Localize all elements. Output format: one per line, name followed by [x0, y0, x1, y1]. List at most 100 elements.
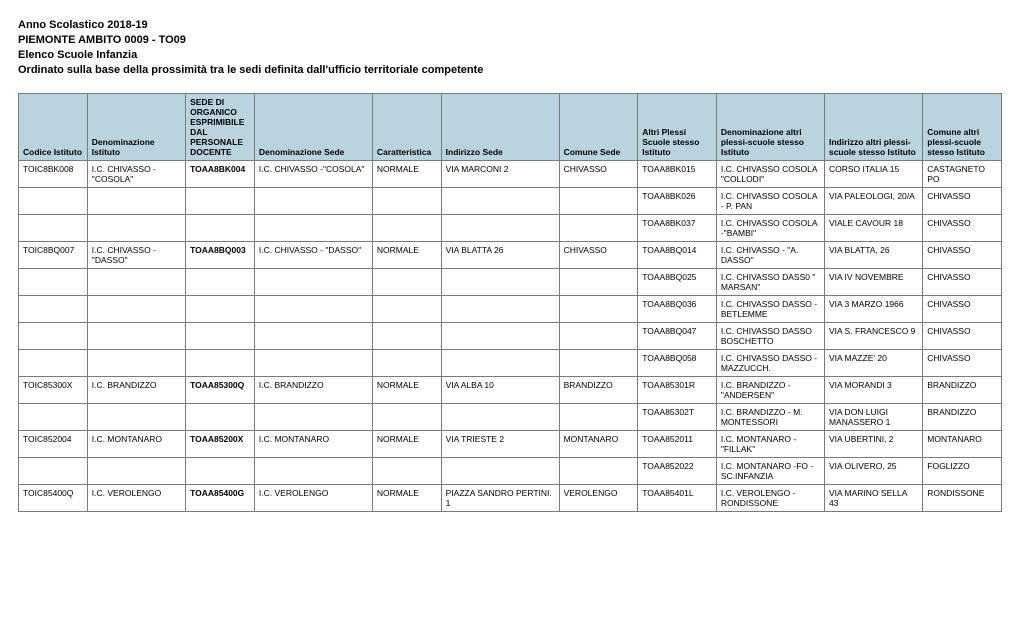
- table-cell: [372, 404, 441, 431]
- table-cell: BRANDIZZO: [559, 377, 638, 404]
- table-cell: [19, 188, 88, 215]
- table-cell: [441, 404, 559, 431]
- table-cell: [254, 188, 372, 215]
- table-cell: TOAA85301R: [638, 377, 717, 404]
- table-cell: TOIC8BQ007: [19, 242, 88, 269]
- table-cell: I.C. CHIVASSO DASSO BOSCHETTO: [716, 323, 824, 350]
- table-cell: CHIVASSO: [559, 161, 638, 188]
- table-cell: I.C. VEROLENGO: [87, 485, 185, 512]
- table-cell: [441, 350, 559, 377]
- header-line-3: Elenco Scuole Infanzia: [18, 48, 1002, 63]
- table-cell: VIA ALBA 10: [441, 377, 559, 404]
- table-cell: NORMALE: [372, 161, 441, 188]
- table-cell: NORMALE: [372, 485, 441, 512]
- table-cell: [559, 323, 638, 350]
- table-cell: [441, 458, 559, 485]
- table-cell: TOAA852022: [638, 458, 717, 485]
- column-header: Denominazione Istituto: [87, 94, 185, 161]
- table-cell: CHIVASSO: [923, 242, 1002, 269]
- table-cell: FOGLIZZO: [923, 458, 1002, 485]
- table-cell: PIAZZA SANDRO PERTINI. 1: [441, 485, 559, 512]
- table-cell: [186, 458, 255, 485]
- table-cell: I.C. CHIVASSO COSOLA "COLLODI": [716, 161, 824, 188]
- table-cell: VIA MARCONI 2: [441, 161, 559, 188]
- table-cell: [186, 350, 255, 377]
- table-cell: VIA OLIVERO, 25: [824, 458, 922, 485]
- table-cell: CHIVASSO: [923, 323, 1002, 350]
- table-cell: I.C. BRANDIZZO: [254, 377, 372, 404]
- table-cell: VIA IV NOVEMBRE: [824, 269, 922, 296]
- table-row: TOAA8BQ036I.C. CHIVASSO DASSO - BETLEMME…: [19, 296, 1002, 323]
- table-cell: TOAA85400G: [186, 485, 255, 512]
- header-line-1: Anno Scolastico 2018-19: [18, 18, 1002, 33]
- table-cell: TOAA85302T: [638, 404, 717, 431]
- table-cell: TOAA85200X: [186, 431, 255, 458]
- document-header: Anno Scolastico 2018-19 PIEMONTE AMBITO …: [18, 18, 1002, 77]
- table-cell: I.C. MONTANARO - "FILLAK": [716, 431, 824, 458]
- table-cell: [441, 323, 559, 350]
- table-cell: TOAA8BQ014: [638, 242, 717, 269]
- table-cell: [372, 458, 441, 485]
- table-cell: [441, 188, 559, 215]
- table-cell: [19, 269, 88, 296]
- table-cell: [254, 458, 372, 485]
- table-cell: VIA 3 MARZO 1966: [824, 296, 922, 323]
- table-cell: [254, 323, 372, 350]
- table-cell: I.C. MONTANARO: [87, 431, 185, 458]
- table-row: TOIC852004I.C. MONTANAROTOAA85200XI.C. M…: [19, 431, 1002, 458]
- table-cell: MONTANARO: [923, 431, 1002, 458]
- table-cell: [87, 269, 185, 296]
- table-cell: VIA MAZZE' 20: [824, 350, 922, 377]
- table-cell: VIA BLATTA 26: [441, 242, 559, 269]
- table-cell: I.C. CHIVASSO DASS0 " MARSAN": [716, 269, 824, 296]
- table-cell: RONDISSONE: [923, 485, 1002, 512]
- table-cell: [254, 296, 372, 323]
- table-cell: [186, 215, 255, 242]
- table-cell: [254, 269, 372, 296]
- table-cell: I.C. BRANDIZZO: [87, 377, 185, 404]
- column-header: Caratteristica: [372, 94, 441, 161]
- table-cell: TOIC85400Q: [19, 485, 88, 512]
- table-cell: I.C. MONTANARO: [254, 431, 372, 458]
- table-cell: NORMALE: [372, 377, 441, 404]
- table-cell: CORSO ITALIA 15: [824, 161, 922, 188]
- table-row: TOIC8BK008I.C. CHIVASSO -"COSOLA"TOAA8BK…: [19, 161, 1002, 188]
- table-cell: NORMALE: [372, 242, 441, 269]
- table-cell: [19, 215, 88, 242]
- table-cell: I.C. CHIVASSO -"COSOLA": [254, 161, 372, 188]
- table-cell: [372, 323, 441, 350]
- table-cell: VIA MORANDI 3: [824, 377, 922, 404]
- column-header: Indirizzo altri plessi-scuole stesso Ist…: [824, 94, 922, 161]
- table-row: TOIC8BQ007I.C. CHIVASSO - "DASSO"TOAA8BQ…: [19, 242, 1002, 269]
- table-cell: I.C. VEROLENGO: [254, 485, 372, 512]
- column-header: SEDE DI ORGANICO ESPRIMIBILE DAL PERSONA…: [186, 94, 255, 161]
- table-cell: VIALE CAVOUR 18: [824, 215, 922, 242]
- table-cell: [372, 188, 441, 215]
- table-row: TOAA8BQ047I.C. CHIVASSO DASSO BOSCHETTOV…: [19, 323, 1002, 350]
- table-cell: VIA TRIESTE 2: [441, 431, 559, 458]
- table-cell: VIA MARINO SELLA 43: [824, 485, 922, 512]
- table-cell: [87, 188, 185, 215]
- table-cell: [186, 269, 255, 296]
- table-cell: VIA PALEOLOGI, 20/A: [824, 188, 922, 215]
- table-cell: TOAA8BQ003: [186, 242, 255, 269]
- table-cell: I.C. CHIVASSO DASSO - MAZZUCCH.: [716, 350, 824, 377]
- table-cell: [87, 458, 185, 485]
- table-cell: [87, 215, 185, 242]
- table-cell: [87, 296, 185, 323]
- table-cell: [559, 458, 638, 485]
- table-cell: [254, 404, 372, 431]
- table-cell: [441, 215, 559, 242]
- table-cell: [441, 269, 559, 296]
- table-cell: CHIVASSO: [923, 296, 1002, 323]
- table-cell: TOIC8BK008: [19, 161, 88, 188]
- table-cell: TOAA8BK026: [638, 188, 717, 215]
- table-row: TOAA8BQ058I.C. CHIVASSO DASSO - MAZZUCCH…: [19, 350, 1002, 377]
- table-cell: I.C. CHIVASSO - "A. DASSO": [716, 242, 824, 269]
- table-row: TOIC85300XI.C. BRANDIZZOTOAA85300QI.C. B…: [19, 377, 1002, 404]
- table-cell: TOAA85401L: [638, 485, 717, 512]
- table-cell: [559, 269, 638, 296]
- table-cell: TOAA8BQ058: [638, 350, 717, 377]
- table-row: TOAA8BK037I.C. CHIVASSO COSOLA -"BAMBI"V…: [19, 215, 1002, 242]
- table-cell: [87, 350, 185, 377]
